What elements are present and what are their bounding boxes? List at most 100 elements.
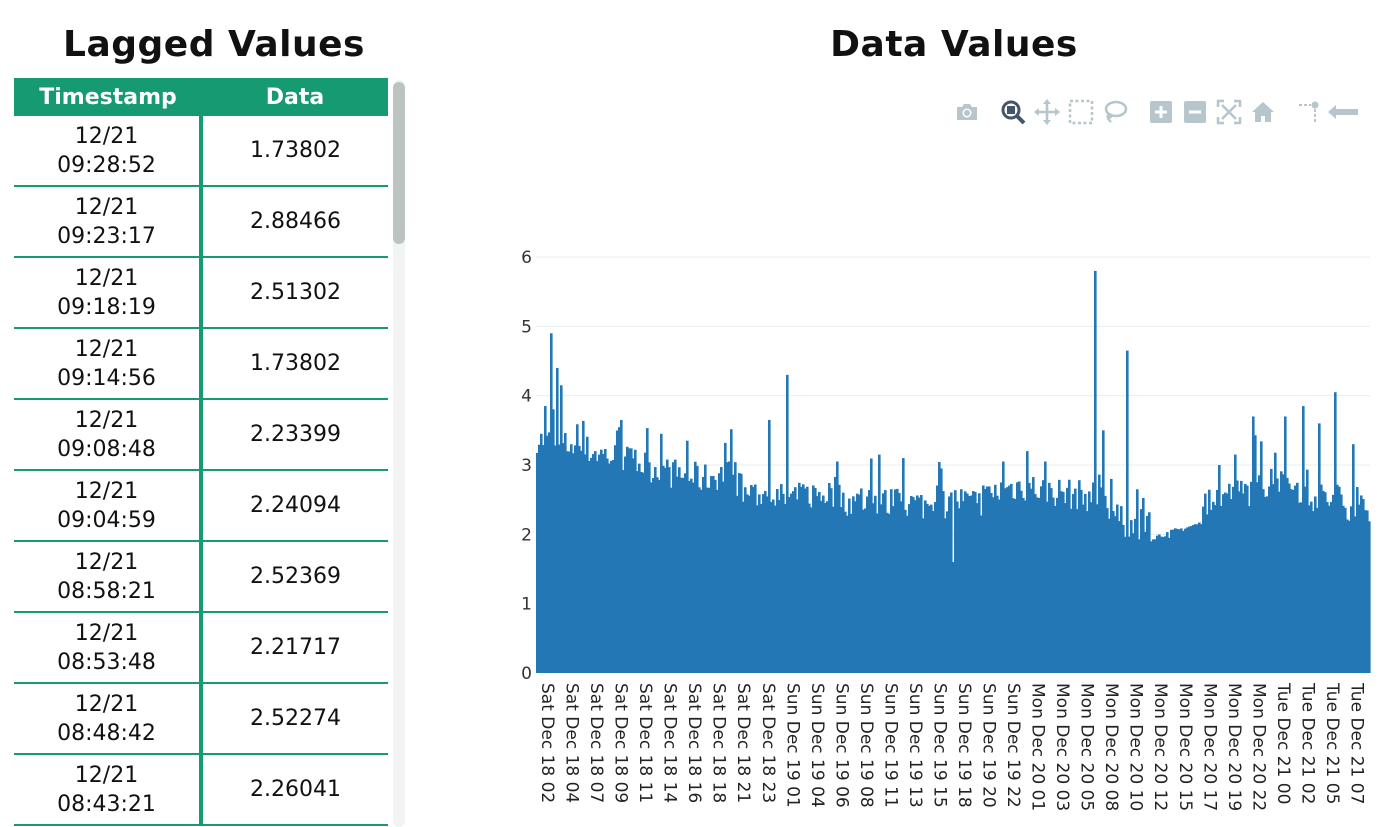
bar [1296,482,1299,673]
bar [814,487,817,673]
bar [710,476,713,673]
bar [1298,502,1301,673]
bar [676,476,679,673]
bar [850,513,853,673]
timestamp-time: 09:28:52 [57,152,156,178]
bar [1190,526,1193,673]
spike-lines-icon[interactable] [1292,96,1326,128]
timestamp-cell: 12/21 08:53:48 [14,613,203,682]
bar [1314,496,1317,673]
timestamp-date: 12/21 [74,691,139,717]
table-scrollbar-thumb[interactable] [393,82,405,244]
bar [842,492,845,673]
bar [1160,536,1163,673]
bar [1274,452,1277,673]
bar [900,501,903,673]
bar [966,493,969,673]
table-row[interactable]: 12/21 08:43:21 2.26041 [14,755,388,826]
table-row[interactable]: 12/21 08:48:42 2.52274 [14,684,388,755]
hover-closest-icon[interactable] [1326,96,1360,128]
bar [1092,482,1095,673]
bar [942,491,945,673]
zoom-icon[interactable] [996,96,1030,128]
bar [656,477,659,673]
bar [1086,511,1089,673]
bar [1248,506,1251,673]
bar [586,436,589,673]
bar [1302,406,1305,673]
x-tick-label: Sat Dec 18 16 [684,683,704,803]
bar [1014,498,1017,673]
bar [872,503,875,673]
bar [886,512,889,673]
x-tick-label: Mon Dec 20 08 [1101,683,1121,811]
bar [830,488,833,673]
timestamp-column-header[interactable]: Timestamp [39,84,177,110]
table-row[interactable]: 12/21 08:53:48 2.21717 [14,613,388,684]
zoom-in-icon[interactable] [1144,96,1178,128]
bar [1290,489,1293,673]
reset-axes-icon[interactable] [1246,96,1280,128]
bar [1260,441,1263,673]
bar [1256,482,1259,673]
bar [894,489,897,673]
bar [1224,492,1227,673]
bar [1082,504,1085,673]
bar [1162,537,1165,673]
y-tick-label: 4 [521,387,532,407]
bar [810,507,813,673]
x-tick-label: Mon Dec 20 05 [1077,683,1097,811]
bar [1332,494,1335,673]
data-values-title: Data Values [830,24,1078,65]
bar [1138,539,1141,673]
bar [582,420,585,673]
y-tick-label: 2 [521,525,532,545]
timestamp-date: 12/21 [74,265,139,291]
x-tick-label: Sat Dec 18 21 [733,683,753,803]
x-tick-label: Sun Dec 19 22 [1003,683,1023,808]
data-column-header[interactable]: Data [265,84,325,110]
x-axis: Sat Dec 18 02 Sat Dec 18 04 Sat Dec 18 07 S… [537,682,1367,811]
bar [594,451,597,673]
table-row[interactable]: 12/21 09:18:19 2.51302 [14,258,388,329]
bar [928,505,931,673]
bar [640,472,643,673]
bar [1258,475,1261,673]
bar [832,506,835,673]
box-select-icon[interactable] [1064,96,1098,128]
bar [1212,501,1215,673]
bar [684,473,687,673]
table-row[interactable]: 12/21 09:28:52 1.73802 [14,116,388,187]
bar [760,504,763,673]
bar [1270,468,1273,673]
bar [1304,486,1307,673]
bar [1164,536,1167,673]
pan-icon[interactable] [1030,96,1064,128]
zoom-out-icon[interactable] [1178,96,1212,128]
x-tick-label: Sat Dec 18 23 [758,683,778,803]
bar [692,482,695,673]
autoscale-icon[interactable] [1212,96,1246,128]
bar [740,473,743,673]
bar [854,501,857,673]
table-scrollbar-track[interactable] [393,80,405,827]
table-row[interactable]: 12/21 09:08:48 2.23399 [14,400,388,471]
bar [1238,491,1241,673]
bar [1144,531,1147,673]
table-row[interactable]: 12/21 09:23:17 2.88466 [14,187,388,258]
bar [1046,501,1049,673]
bar [946,511,949,673]
bar [584,454,587,673]
bar [550,333,553,673]
camera-icon[interactable] [950,96,984,128]
bar [1362,499,1365,673]
table-row[interactable]: 12/21 09:14:56 1.73802 [14,329,388,400]
bar [908,504,911,673]
bar [822,495,825,673]
bar [560,385,563,673]
table-row[interactable]: 12/21 09:04:59 2.24094 [14,471,388,542]
bar [536,452,539,673]
lasso-select-icon[interactable] [1098,96,1132,128]
table-row[interactable]: 12/21 08:58:21 2.52369 [14,542,388,613]
